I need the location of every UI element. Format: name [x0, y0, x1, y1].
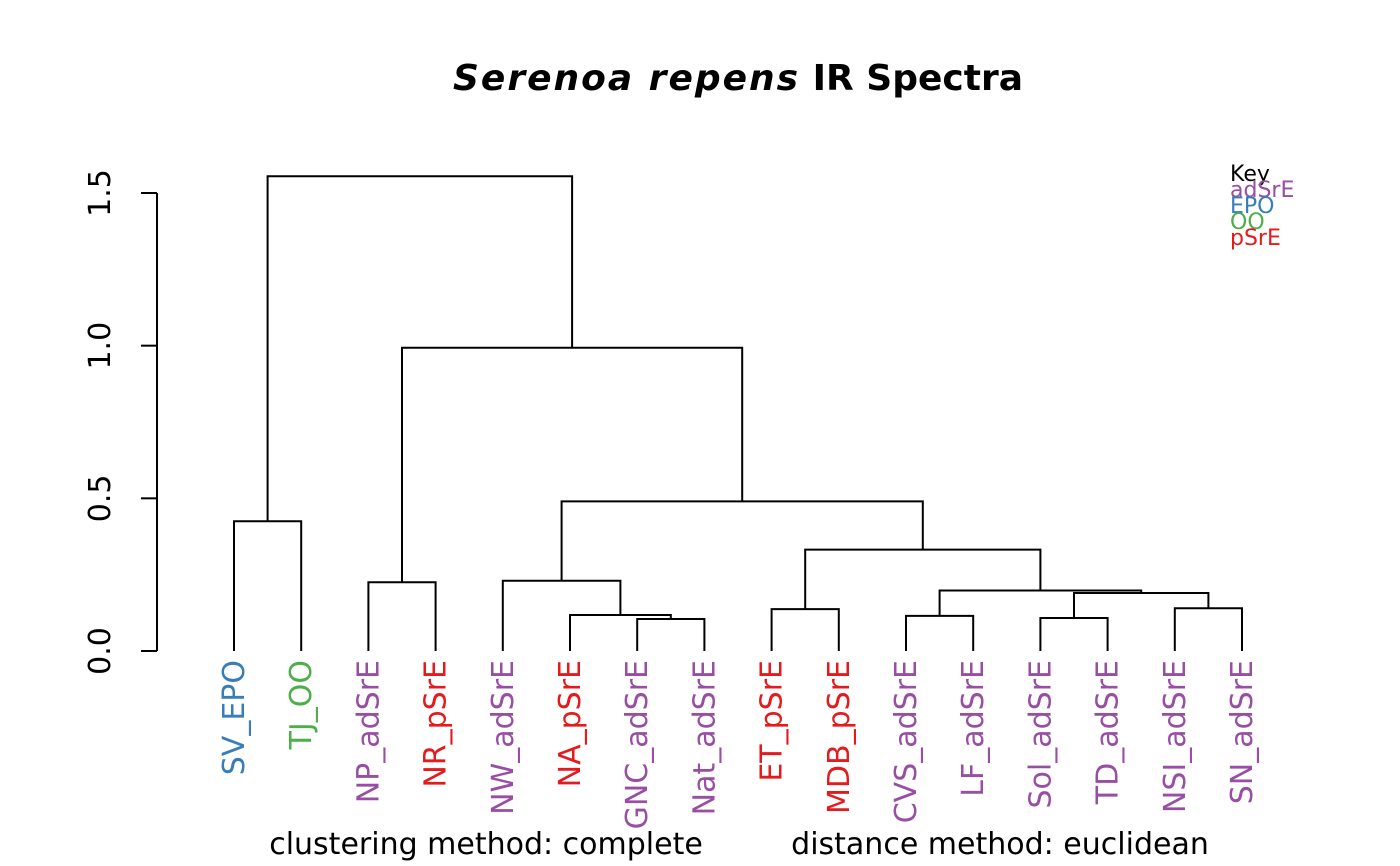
legend-entry: adSrE: [1230, 178, 1294, 203]
dendrogram-branches: [233, 175, 1243, 651]
dendrogram-branch: [401, 346, 744, 583]
leaf-label: SN_adSrE: [1225, 660, 1260, 804]
dendrogram-branch: [1039, 617, 1109, 651]
dendrogram-branch: [636, 617, 706, 651]
leaf-labels: SV_EPO TJ_OO NP_adSrE NR_pSrE NW_adSrE NA_pSr…: [217, 660, 1260, 829]
dendrogram-branch: [938, 589, 1143, 616]
y-tick-label: 0.5: [83, 474, 118, 522]
leaf-label: Nat_adSrE: [687, 660, 722, 815]
leaf-label: ET_pSrE: [755, 660, 790, 782]
dendrogram-branch: [569, 613, 672, 651]
leaf-label: CVS_adSrE: [889, 660, 924, 823]
y-axis: 0.0 0.5 1.0 1.5: [83, 169, 158, 675]
leaf-label: LF_adSrE: [956, 660, 991, 797]
chart-title: Serenoa repens IR Spectra: [453, 58, 1023, 99]
distance-method-note: distance method: euclidean: [791, 827, 1209, 862]
clustering-method-note: clustering method: complete: [269, 827, 703, 862]
chart-title-spacer: [800, 58, 813, 99]
dendrogram-branch: [905, 614, 975, 651]
leaf-label: NP_adSrE: [351, 660, 386, 803]
chart-title-italic: Serenoa repens: [453, 58, 800, 99]
leaf-label: NA_pSrE: [553, 660, 588, 787]
legend-entry: OO: [1230, 210, 1265, 235]
dendrogram-branch: [560, 500, 924, 581]
leaf-label: Sol_adSrE: [1023, 660, 1058, 809]
y-tick-label: 1.5: [83, 169, 118, 217]
leaf-label: SV_EPO: [217, 660, 252, 775]
dendrogram-branch: [233, 520, 303, 651]
leaf-label: NW_adSrE: [486, 660, 521, 815]
y-tick-label: 1.0: [83, 322, 118, 370]
leaf-label: TD_adSrE: [1091, 660, 1126, 805]
y-tick-label: 0.0: [83, 627, 118, 675]
dendrogram-branch: [266, 175, 574, 522]
leaf-label: NSI_adSrE: [1158, 660, 1193, 813]
leaf-label: NR_pSrE: [419, 660, 454, 788]
dendrogram-branch: [770, 608, 840, 651]
leaf-label: GNC_adSrE: [620, 660, 655, 829]
leaf-label: TJ_OO: [284, 660, 319, 750]
legend-entry: EPO: [1230, 194, 1274, 219]
dendrogram-branch: [1173, 607, 1243, 651]
legend-entry: pSrE: [1230, 226, 1281, 251]
leaf-label: MDB_pSrE: [822, 660, 857, 814]
legend-title: Key: [1230, 162, 1270, 187]
chart-title-rest: IR Spectra: [813, 58, 1023, 99]
dendrogram-branch: [804, 548, 1042, 610]
dendrogram-branch: [1073, 591, 1210, 619]
dendrogram-branch: [367, 581, 437, 651]
